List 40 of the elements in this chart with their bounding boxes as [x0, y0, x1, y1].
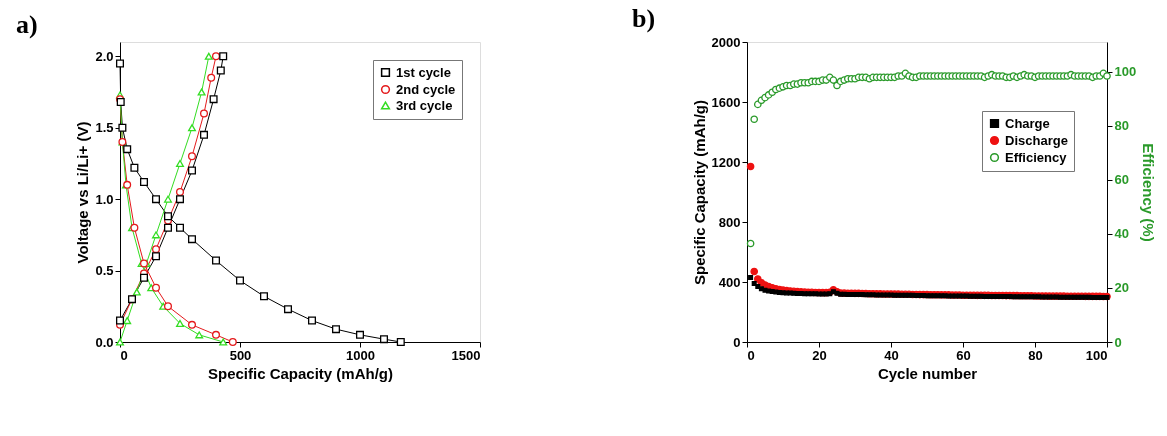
y-tick-label: 0 — [733, 334, 741, 350]
legend-label: 2nd cycle — [396, 81, 456, 97]
x-tick-label: 0 — [120, 347, 128, 363]
legend-label: 3rd cycle — [396, 97, 453, 113]
chart-title: a) — [15, 10, 38, 39]
x-axis-title: Specific Capacity (mAh/g) — [207, 364, 394, 382]
x-tick-label: 0 — [747, 347, 755, 363]
y-tick-label: 1.5 — [95, 120, 114, 136]
y-axis-title: Specific Capacity (mAh/g) — [690, 99, 708, 286]
y-tick-label: 400 — [718, 274, 741, 290]
chart-title: b) — [632, 4, 656, 33]
legend-label: Discharge — [1005, 132, 1068, 148]
y-tick-label: 1200 — [711, 154, 741, 170]
y-tick-label: 0.5 — [95, 263, 114, 279]
y-tick-label: 0.0 — [95, 334, 114, 350]
y2-tick-label: 100 — [1114, 64, 1137, 80]
legend-label: Efficiency — [1005, 149, 1068, 165]
y2-axis-title: Efficiency (%) — [1140, 143, 1158, 242]
y-tick-label: 1600 — [711, 94, 741, 110]
x-tick-label: 500 — [229, 347, 252, 363]
x-tick-label: 40 — [884, 347, 899, 363]
x-axis-title: Cycle number — [877, 364, 978, 382]
y2-tick-label: 0 — [1114, 334, 1122, 350]
legend-label: Charge — [1005, 115, 1050, 131]
x-tick-label: 100 — [1085, 347, 1108, 363]
x-tick-label: 20 — [812, 347, 827, 363]
legend-label: 1st cycle — [396, 64, 451, 80]
y2-tick-label: 60 — [1114, 172, 1129, 188]
y-tick-label: 2000 — [711, 34, 741, 50]
x-tick-label: 1000 — [346, 347, 375, 363]
x-tick-label: 1500 — [451, 347, 481, 363]
y-tick-label: 2.0 — [95, 48, 114, 64]
y-tick-label: 1.0 — [95, 191, 114, 207]
y-tick-label: 800 — [718, 214, 741, 230]
y2-tick-label: 40 — [1114, 226, 1129, 242]
y-axis-title: Voltage vs Li/Li+ (V) — [74, 121, 92, 264]
x-tick-label: 80 — [1028, 347, 1043, 363]
y2-tick-label: 20 — [1114, 280, 1129, 296]
y2-tick-label: 80 — [1114, 118, 1129, 134]
x-tick-label: 60 — [956, 347, 971, 363]
